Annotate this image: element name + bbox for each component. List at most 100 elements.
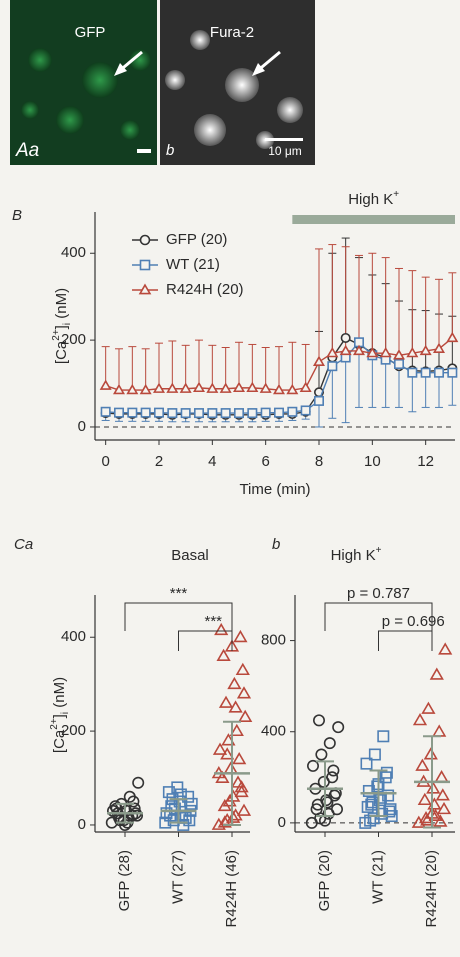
x-tick-label: 0 <box>101 453 109 470</box>
fura-image <box>160 0 315 165</box>
text-part: (nM) <box>51 677 68 712</box>
error-bar <box>381 257 390 354</box>
marker <box>112 383 126 395</box>
marker <box>246 381 259 393</box>
text-part: [Ca <box>53 340 70 364</box>
error-bar <box>261 346 270 389</box>
marker <box>368 748 381 761</box>
marker <box>229 723 244 737</box>
subplot-title: Basal <box>171 547 209 564</box>
error-bar <box>355 254 363 351</box>
legend-label: GFP (20) <box>166 231 227 248</box>
marker <box>438 642 453 655</box>
error-bar <box>168 340 177 389</box>
marker <box>300 405 311 416</box>
error-bar <box>208 344 217 389</box>
marker <box>380 766 393 779</box>
text-part: B <box>12 207 22 224</box>
error-bar <box>395 364 403 408</box>
error-bar <box>408 270 417 354</box>
marker <box>127 795 140 808</box>
marker <box>417 792 432 806</box>
x-tick-label: 10 <box>364 453 381 470</box>
y-tick-label: 200 <box>61 331 86 348</box>
significance: p = 0.787 <box>347 585 410 602</box>
marker <box>179 382 192 393</box>
bracket <box>324 602 433 631</box>
marker <box>259 382 272 393</box>
error-bar <box>315 248 323 362</box>
marker <box>166 382 179 393</box>
sd-bar <box>316 760 334 818</box>
text-part: + <box>393 189 399 200</box>
text-part: Basal <box>171 547 209 564</box>
marker <box>306 759 319 772</box>
marker <box>433 367 444 378</box>
x-tick-label: R424H (46) <box>223 850 240 928</box>
marker <box>126 383 139 395</box>
marker <box>423 747 438 760</box>
marker <box>377 730 390 743</box>
x-tick-label: WT (21) <box>369 850 386 904</box>
error-bar <box>328 244 337 354</box>
marker <box>326 346 339 358</box>
error-bar <box>235 341 243 388</box>
text-part: i <box>62 323 73 325</box>
text-part: (nM) <box>53 288 70 323</box>
marker <box>185 797 198 810</box>
marker <box>421 701 436 714</box>
text-part: High K <box>331 547 376 564</box>
marker <box>236 686 252 699</box>
marker <box>232 381 246 393</box>
marker <box>226 810 241 823</box>
marker <box>323 737 336 750</box>
error-bar <box>248 343 257 388</box>
marker <box>238 709 253 722</box>
marker <box>299 381 312 393</box>
marker <box>273 407 284 418</box>
marker <box>206 382 219 393</box>
image-label: Fura-2 <box>210 24 254 41</box>
marker <box>339 344 352 356</box>
x-tick-label: 8 <box>315 453 323 470</box>
marker <box>310 803 323 816</box>
error-bar <box>155 342 163 389</box>
marker <box>99 379 112 390</box>
error-bar <box>421 276 430 351</box>
x-tick-label: WT (27) <box>169 850 186 904</box>
legend-marker <box>139 234 151 246</box>
marker <box>223 761 238 774</box>
marker <box>433 814 448 827</box>
marker <box>260 407 271 418</box>
x-tick-label: 4 <box>208 453 216 470</box>
sd-bar <box>169 798 188 824</box>
marker <box>332 721 345 734</box>
marker <box>327 764 340 777</box>
sd-bar <box>223 720 241 826</box>
stimulus-bar <box>292 215 455 224</box>
marker <box>132 776 145 789</box>
marker <box>382 789 395 802</box>
y-axis-label: [Ca2+]i (nM) <box>49 677 71 753</box>
marker <box>312 355 326 366</box>
error-bar <box>341 357 350 424</box>
gfp-image <box>10 0 157 165</box>
marker <box>312 714 325 727</box>
marker <box>434 769 449 783</box>
marker <box>220 408 231 419</box>
significance: *** <box>204 613 222 630</box>
text-part: ] <box>51 714 68 718</box>
marker <box>406 346 419 358</box>
marker <box>313 395 324 406</box>
marker <box>412 713 428 726</box>
error-bar <box>301 343 310 388</box>
text-part: ] <box>53 325 70 329</box>
x-tick-label: R424H (20) <box>423 850 440 928</box>
text-part: a <box>25 536 33 553</box>
marker <box>432 724 447 737</box>
legend-marker <box>138 283 152 295</box>
y-tick-label: 400 <box>61 628 86 645</box>
y-tick-label: 800 <box>261 632 286 649</box>
marker <box>220 747 235 760</box>
error-bar <box>395 267 403 356</box>
